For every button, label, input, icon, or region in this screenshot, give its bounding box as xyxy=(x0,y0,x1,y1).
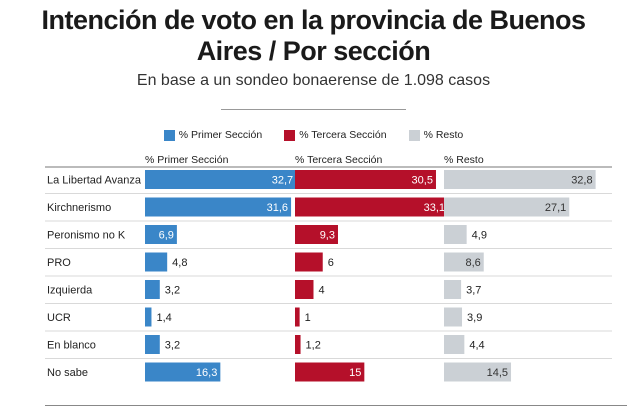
chart-subtitle: En base a un sondeo bonaerense de 1.098 … xyxy=(136,72,491,89)
value-label-tercera: 9,3 xyxy=(320,230,335,242)
value-label-resto: 14,5 xyxy=(487,367,508,379)
bar-resto xyxy=(444,197,570,217)
bar-tercera xyxy=(295,307,300,327)
bar-tercera xyxy=(295,280,314,299)
value-label-resto: 32,8 xyxy=(571,175,592,187)
value-label-resto: 4,4 xyxy=(469,340,484,352)
bar-primera xyxy=(145,225,177,244)
bar-tercera xyxy=(295,362,365,382)
legend-swatch-resto xyxy=(408,129,420,141)
value-label-primera: 1,4 xyxy=(156,312,171,324)
value-label-resto: 8,6 xyxy=(465,257,480,269)
column-header-resto: % Resto xyxy=(444,154,484,166)
category-label: Kirchnerismo xyxy=(47,202,111,214)
value-label-tercera: 15 xyxy=(349,367,361,379)
bar-tercera xyxy=(295,335,301,354)
bar-tercera xyxy=(295,252,323,272)
bar-resto xyxy=(444,307,463,327)
value-label-resto: 3,7 xyxy=(466,285,481,297)
value-label-tercera: 30,5 xyxy=(412,175,433,187)
legend-label-primera: % Primer Sección xyxy=(178,129,263,141)
value-label-resto: 27,1 xyxy=(545,202,566,214)
bar-primera xyxy=(145,335,160,354)
value-label-primera: 32,7 xyxy=(272,175,293,187)
bottom-rule xyxy=(45,405,627,406)
value-label-tercera: 1,2 xyxy=(306,340,321,352)
bar-resto xyxy=(444,252,484,272)
legend-swatch-primera xyxy=(163,129,175,141)
bar-tercera xyxy=(295,225,338,244)
bar-primera xyxy=(145,307,152,327)
bar-resto xyxy=(444,170,596,189)
column-header-primera: % Primer Sección xyxy=(145,154,229,166)
category-label: La Libertad Avanza xyxy=(47,175,142,187)
value-label-primera: 16,3 xyxy=(196,367,217,379)
value-label-primera: 3,2 xyxy=(165,285,180,297)
bar-tercera xyxy=(295,197,448,217)
value-label-tercera: 1 xyxy=(305,312,311,324)
legend-label-tercera: % Tercera Sección xyxy=(299,129,387,141)
value-label-primera: 4,8 xyxy=(172,257,187,269)
bar-primera xyxy=(145,170,297,189)
legend-item-resto: % Resto xyxy=(408,129,464,141)
value-label-tercera: 33,1 xyxy=(424,202,445,214)
value-label-tercera: 6 xyxy=(328,257,334,269)
category-label: No sabe xyxy=(47,367,88,379)
title-separator xyxy=(221,109,406,110)
category-label: Peronismo no K xyxy=(47,230,126,242)
value-label-resto: 4,9 xyxy=(472,230,487,242)
category-label: Izquierda xyxy=(47,285,93,297)
column-header-tercera: % Tercera Sección xyxy=(295,154,383,166)
bar-resto xyxy=(444,362,512,382)
value-label-primera: 3,2 xyxy=(165,340,180,352)
legend-swatch-tercera xyxy=(284,129,296,141)
bar-resto xyxy=(444,335,465,354)
bar-resto xyxy=(444,225,467,244)
chart-title-line-1: Intención de voto en la provincia de Bue… xyxy=(41,5,586,35)
legend-label-resto: % Resto xyxy=(423,129,464,141)
category-label: UCR xyxy=(47,312,71,324)
chart-legend: % Primer Sección % Tercera Sección % Res… xyxy=(0,129,627,141)
value-label-resto: 3,9 xyxy=(467,312,482,324)
bar-primera xyxy=(145,280,160,299)
category-label: En blanco xyxy=(47,340,96,352)
legend-item-primera: % Primer Sección xyxy=(163,129,263,141)
bar-primera xyxy=(145,197,292,217)
value-label-tercera: 4 xyxy=(318,285,324,297)
legend-item-tercera: % Tercera Sección xyxy=(284,129,387,141)
bar-resto xyxy=(444,280,462,299)
category-label: PRO xyxy=(47,257,71,269)
bar-primera xyxy=(145,252,168,272)
bar-tercera xyxy=(295,170,436,189)
chart-title-line-2: Aires / Por sección xyxy=(196,36,431,66)
value-label-primera: 31,6 xyxy=(267,202,288,214)
bar-primera xyxy=(145,362,221,382)
value-label-primera: 6,9 xyxy=(159,230,174,242)
